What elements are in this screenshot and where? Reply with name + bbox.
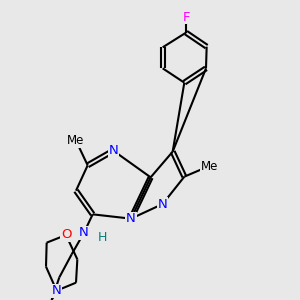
Text: N: N — [79, 226, 89, 239]
Text: N: N — [109, 144, 118, 157]
Text: Me: Me — [67, 134, 85, 147]
Text: N: N — [52, 284, 62, 297]
Text: O: O — [61, 229, 71, 242]
Text: N: N — [126, 212, 136, 225]
Text: Me: Me — [201, 160, 218, 172]
Text: F: F — [182, 11, 190, 24]
Text: N: N — [158, 197, 167, 211]
Text: H: H — [98, 231, 107, 244]
